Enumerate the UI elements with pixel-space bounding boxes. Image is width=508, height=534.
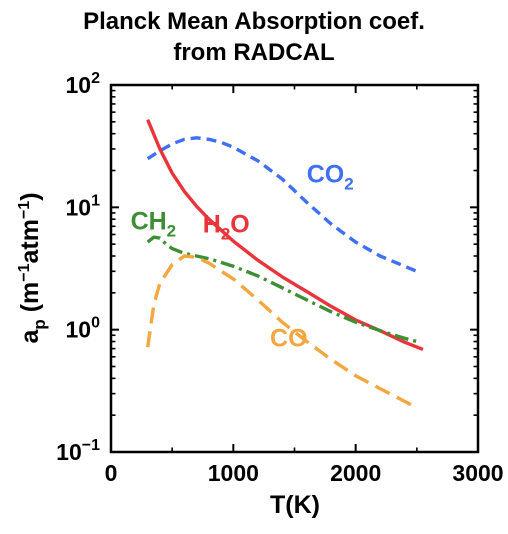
- y-axis-label-unit-mid: atm: [16, 219, 44, 263]
- plot-frame: [109, 83, 480, 454]
- series-label-h2o: H2O: [203, 211, 250, 244]
- y-tick-label: 100: [66, 315, 101, 343]
- y-axis-label-unit-open: (m: [16, 282, 44, 320]
- series-line-co2: [146, 136, 418, 273]
- y-tick-label: 102: [66, 70, 101, 98]
- x-tick-label: 1000: [208, 460, 259, 486]
- series-layer: [146, 119, 424, 410]
- y-axis-label-exp-1: −1: [16, 263, 33, 281]
- x-axis-label: T(K): [270, 491, 320, 519]
- y-axis-label-unit-close: ): [16, 192, 44, 200]
- y-axis-label-exp-2: −1: [16, 201, 33, 219]
- series-line-ch2: [146, 235, 418, 344]
- chart-title-line-2: from RADCAL: [173, 39, 334, 66]
- x-tick-label: 2000: [330, 460, 381, 486]
- y-axis-label-base: a: [16, 329, 44, 344]
- ticks-layer: [110, 84, 479, 453]
- series-label-co: CO: [270, 324, 308, 352]
- series-label-co2: CO2: [307, 160, 354, 193]
- y-tick-label: 101: [66, 192, 101, 220]
- tick-labels-layer: 0 1000 2000 3000 10−1 100 101 102: [56, 70, 503, 486]
- series-labels-layer: CO2 H2O CH2 CO: [131, 160, 354, 352]
- series-label-ch2: CH2: [131, 207, 177, 240]
- series-line-h2o: [146, 119, 424, 351]
- x-tick-label: 3000: [452, 460, 503, 486]
- chart-title-line-1: Planck Mean Absorption coef.: [83, 8, 425, 35]
- x-tick-label: 0: [105, 460, 118, 486]
- y-tick-label: 10−1: [56, 437, 100, 465]
- y-axis-label-sub: p: [30, 319, 49, 329]
- series-line-co: [146, 254, 418, 410]
- y-axis-label: ap (m−1atm−1): [16, 192, 49, 343]
